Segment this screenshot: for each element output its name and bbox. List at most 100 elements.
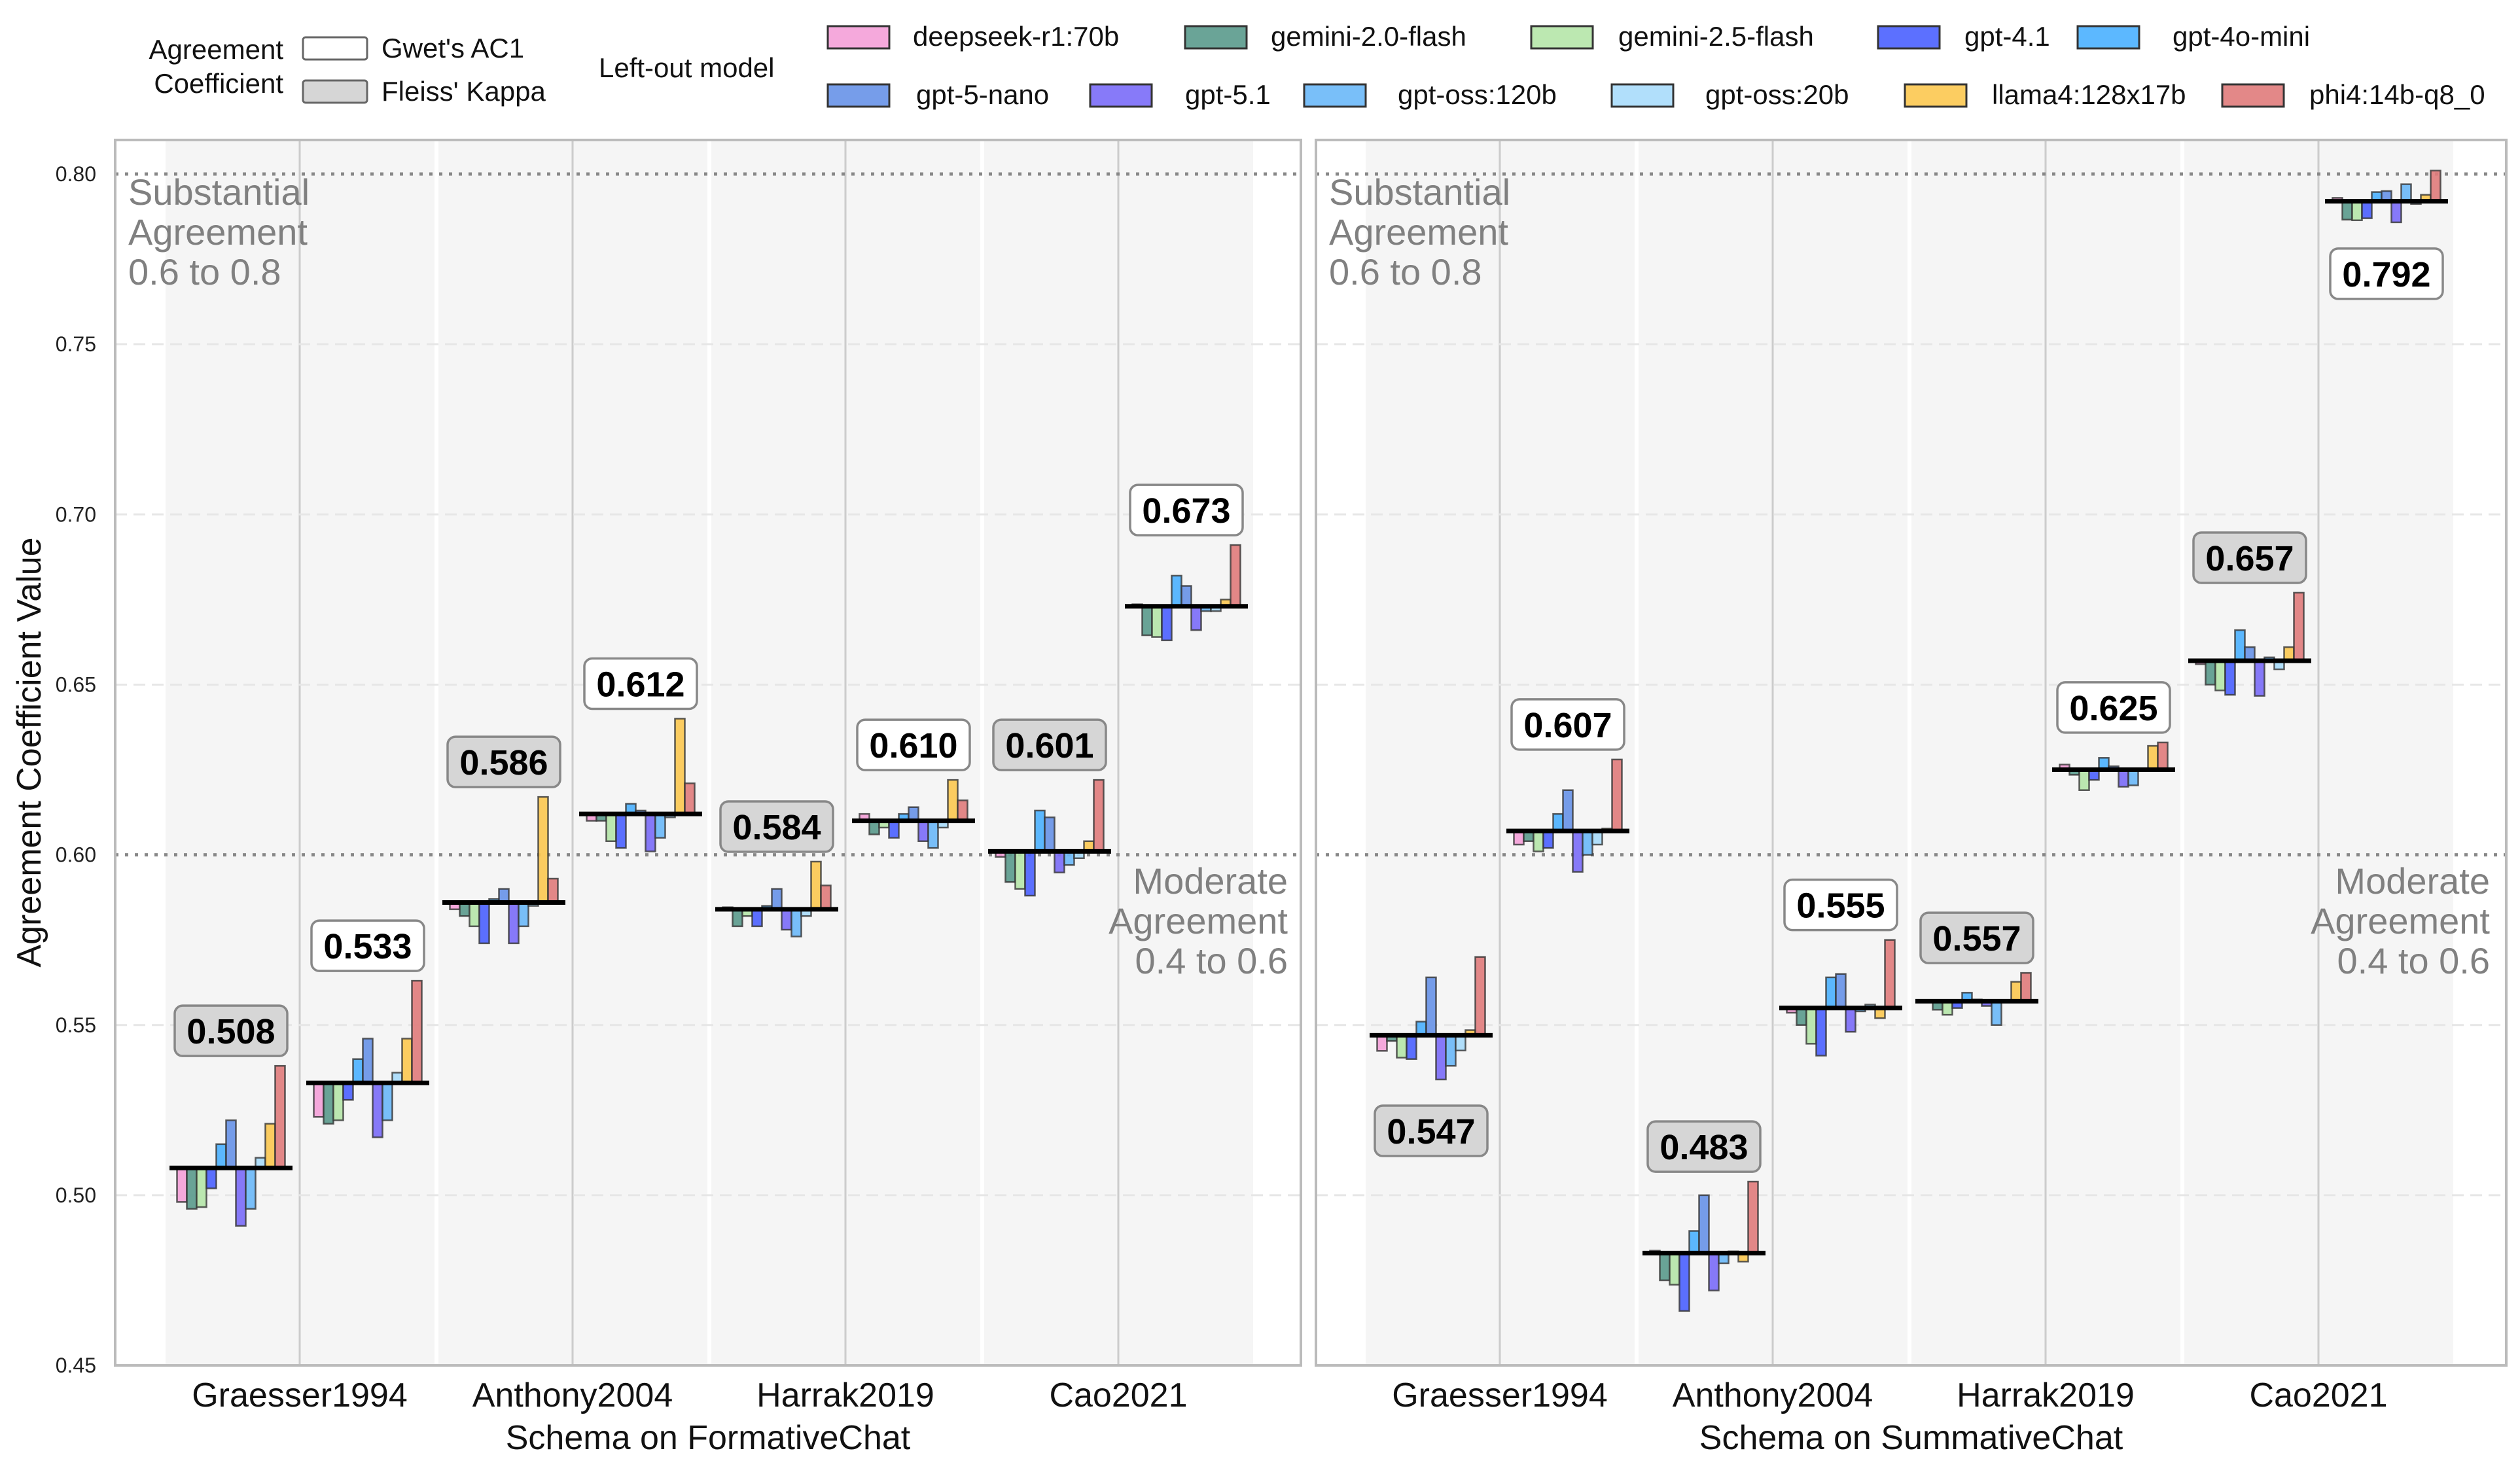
bar-gpt-4-1 xyxy=(1161,605,1173,642)
bar-gpt-4o-mini xyxy=(215,1143,227,1169)
bar-gemini-2-5-flash xyxy=(1151,605,1163,638)
mean-label-box xyxy=(1646,1120,1762,1173)
legend-swatch-deepseek-r1-70b xyxy=(826,25,891,50)
x-tick-label: Anthony2004 xyxy=(1673,1376,1873,1414)
legend-swatch-phi4-14b-q8-0 xyxy=(2221,83,2285,108)
legend-label-model: gpt-4.1 xyxy=(1964,21,2050,52)
bar-phi4-14b-q8-0 xyxy=(1747,1180,1759,1254)
annotation-substantial: Substantial xyxy=(1329,171,1510,213)
bar-phi4-14b-q8-0 xyxy=(1474,956,1486,1036)
bar-gpt-5-1 xyxy=(235,1167,247,1227)
annotation-moderate: 0.4 to 0.6 xyxy=(1135,940,1288,981)
bar-gemini-2-0-flash xyxy=(1004,850,1016,883)
legend-label-kappa: Fleiss' Kappa xyxy=(382,76,546,107)
bar-gpt-5-nano xyxy=(771,888,783,911)
gwet-ac1-group: 0.792 xyxy=(2325,169,2448,300)
mean-label: 0.555 xyxy=(1796,886,1885,926)
gwet-ac1-group: 0.555 xyxy=(1779,878,1902,1057)
bar-gemini-2-5-flash xyxy=(605,813,617,843)
bar-llama4-128x17b xyxy=(2147,745,2159,771)
y-tick-label: 0.45 xyxy=(56,1354,96,1377)
mean-label-box xyxy=(719,800,834,853)
bar-gemini-2-5-flash xyxy=(2351,200,2363,222)
legend: Agreement Coefficient Gwet's AC1 Fleiss'… xyxy=(149,21,2485,110)
bar-gpt-4-1 xyxy=(1542,830,1554,849)
schema-group-Anthony2004: 0.483 0.555 Anthony2004 xyxy=(1642,878,1902,1414)
bar-deepseek-r1-70b xyxy=(176,1167,188,1203)
bar-gpt-4-1 xyxy=(2361,200,2373,219)
bar-gpt-oss-120b xyxy=(245,1167,257,1210)
bar-phi4-14b-q8-0 xyxy=(411,979,423,1084)
mean-label: 0.601 xyxy=(1005,726,1093,765)
schema-group-Cao2021: 0.601 0.673 Cao2021 xyxy=(988,483,1248,1414)
legend-label-model: gpt-oss:120b xyxy=(1398,79,1557,110)
bar-gpt-5-nano xyxy=(1180,585,1192,608)
bar-gpt-oss-120b xyxy=(518,902,529,928)
fleiss-kappa-group: 0.584 xyxy=(715,800,838,938)
bar-gpt-4-1 xyxy=(1815,1007,1827,1057)
y-tick-label: 0.65 xyxy=(56,673,96,696)
y-tick-label: 0.80 xyxy=(56,162,96,186)
y-tick-label: 0.60 xyxy=(56,843,96,867)
gwet-ac1-group: 0.610 xyxy=(852,718,975,849)
bar-gpt-5-1 xyxy=(2254,659,2265,697)
bar-gpt-4-1 xyxy=(1406,1034,1417,1060)
mean-label: 0.610 xyxy=(869,726,957,765)
bar-phi4-14b-q8-0 xyxy=(547,877,559,903)
bar-gpt-4-1 xyxy=(1678,1252,1690,1312)
bar-gpt-5-nano xyxy=(1044,816,1056,852)
bar-gemini-2-5-flash xyxy=(332,1081,344,1121)
bar-phi4-14b-q8-0 xyxy=(684,782,696,815)
bar-gpt-oss-120b xyxy=(2400,183,2412,202)
bar-llama4-128x17b xyxy=(810,860,822,911)
bar-gpt-oss-120b xyxy=(1991,1000,2002,1026)
bar-phi4-14b-q8-0 xyxy=(1230,544,1241,608)
plot-area: 0.45 0.50 0.55 0.60 0.65 0.70 0.75 0.80 Substant… xyxy=(56,138,2508,1457)
annotation-substantial: 0.6 to 0.8 xyxy=(1329,251,1482,292)
legend-label-gwet: Gwet's AC1 xyxy=(382,33,524,63)
bar-phi4-14b-q8-0 xyxy=(2157,741,2169,771)
mean-label-box xyxy=(992,718,1107,771)
x-tick-label: Anthony2004 xyxy=(472,1376,673,1414)
bar-gpt-oss-120b xyxy=(927,820,939,849)
legend-swatch-gpt-oss-20b xyxy=(1610,83,1675,108)
bar-phi4-14b-q8-0 xyxy=(2020,972,2032,1002)
bar-llama4-128x17b xyxy=(537,796,549,903)
bar-gpt-5-1 xyxy=(1572,830,1584,873)
model-legend: deepseek-r1:70b gemini-2.0-flash gemini-2.… xyxy=(826,21,2485,110)
bar-phi4-14b-q8-0 xyxy=(1884,939,1896,1009)
x-axis-label: Schema on FormativeChat xyxy=(506,1419,911,1457)
mean-label: 0.792 xyxy=(2342,255,2430,294)
bar-gpt-5-1 xyxy=(1054,850,1065,873)
legend-swatch-gpt-5-nano xyxy=(826,83,891,108)
y-tick-label: 0.75 xyxy=(56,332,96,356)
fleiss-kappa-group: 0.557 xyxy=(1915,911,2038,1026)
legend-coef-title-2: Coefficient xyxy=(154,68,283,99)
legend-label-model: deepseek-r1:70b xyxy=(913,21,1119,52)
bar-gpt-4-1 xyxy=(615,813,627,849)
bar-llama4-128x17b xyxy=(401,1038,413,1084)
bar-gpt-5-nano xyxy=(1562,789,1574,832)
bar-gpt-5-1 xyxy=(2390,200,2402,224)
fleiss-kappa-group: 0.601 xyxy=(988,718,1111,897)
bar-phi4-14b-q8-0 xyxy=(2430,169,2441,202)
bar-gemini-2-0-flash xyxy=(323,1081,334,1125)
bar-llama4-128x17b xyxy=(2010,981,2022,1002)
bar-gpt-4-1 xyxy=(342,1081,354,1101)
bar-gemini-2-5-flash xyxy=(196,1167,207,1208)
bar-gpt-4-1 xyxy=(478,902,490,945)
bar-phi4-14b-q8-0 xyxy=(1611,758,1623,832)
legend-swatch-gemini-2-5-flash xyxy=(1530,25,1594,50)
bar-gpt-oss-120b xyxy=(1582,830,1593,856)
y-tick-label: 0.50 xyxy=(56,1183,96,1207)
bar-gpt-4o-mini xyxy=(1171,574,1182,608)
annotation-substantial: Agreement xyxy=(1329,211,1508,253)
legend-swatch-gpt-5-1 xyxy=(1089,83,1153,108)
bar-gpt-5-1 xyxy=(645,813,656,852)
fleiss-kappa-group: 0.508 xyxy=(169,1004,293,1227)
annotation-moderate: Agreement xyxy=(1109,900,1288,941)
y-tick-label: 0.70 xyxy=(56,502,96,526)
legend-swatch-gpt-4o-mini xyxy=(2076,25,2140,50)
mean-label: 0.508 xyxy=(186,1012,275,1051)
